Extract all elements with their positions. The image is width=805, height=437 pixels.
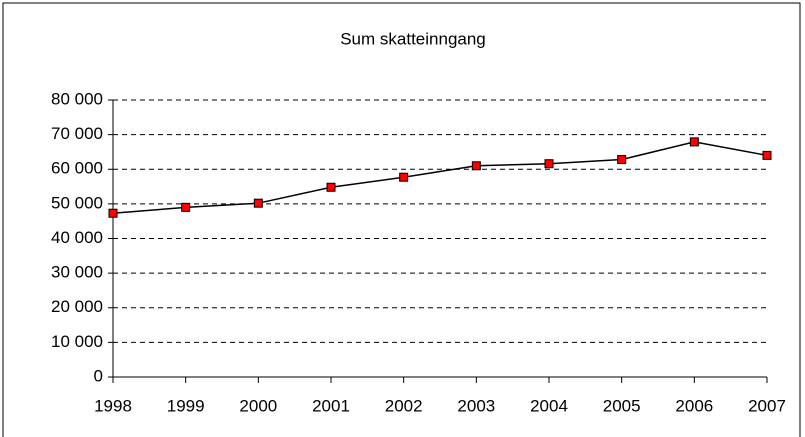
y-tick-label: 50 000 [51, 193, 103, 212]
y-tick-label: 0 [94, 366, 103, 385]
line [112, 141, 768, 214]
x-tick-label: 2005 [603, 396, 641, 415]
point-marker [108, 208, 118, 218]
point-marker [399, 172, 409, 182]
y-tick-label: 40 000 [51, 228, 103, 247]
y-tick-label: 10 000 [51, 332, 103, 351]
point-marker [617, 155, 627, 165]
x-tick-label: 2006 [675, 396, 713, 415]
x-tick-label: 2003 [457, 396, 495, 415]
chart-title: Sum skatteinngang [340, 29, 486, 48]
point-marker [544, 159, 554, 169]
x-tick-label: 2002 [385, 396, 423, 415]
x-tick-label: 1998 [94, 396, 132, 415]
y-tick-label: 20 000 [51, 297, 103, 316]
y-tick-label: 70 000 [51, 124, 103, 143]
x-tick-label: 1999 [167, 396, 205, 415]
x-tick-label: 2004 [530, 396, 568, 415]
x-tick-label: 2000 [239, 396, 277, 415]
point-marker [762, 150, 772, 160]
point-marker [181, 202, 191, 212]
point-marker [326, 182, 336, 192]
y-tick-label: 80 000 [51, 89, 103, 108]
point-marker [471, 161, 481, 171]
x-tick-label: 2007 [748, 396, 786, 415]
y-tick-label: 60 000 [51, 159, 103, 178]
y-tick-label: 30 000 [51, 263, 103, 282]
point-marker [689, 137, 699, 147]
point-marker [253, 198, 263, 208]
x-tick-label: 2001 [312, 396, 350, 415]
